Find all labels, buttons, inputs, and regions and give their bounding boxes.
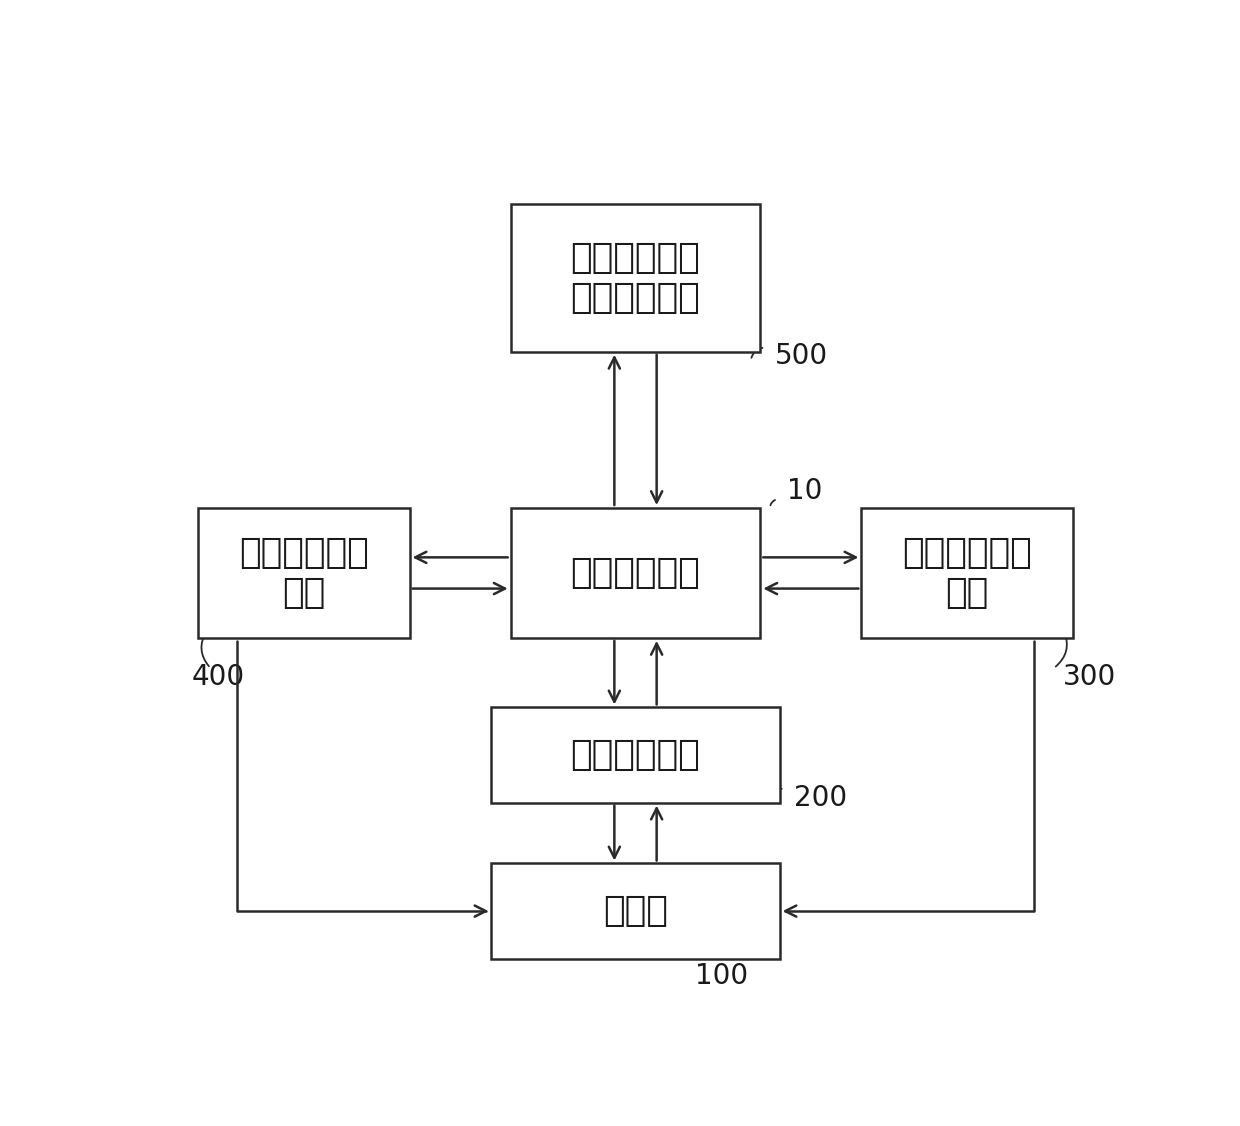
Text: 流量测试回路
结构: 流量测试回路 结构: [903, 536, 1032, 609]
Text: 液压控制装置: 液压控制装置: [570, 556, 701, 590]
Bar: [862, 508, 1073, 638]
Bar: [511, 508, 760, 638]
Text: 200: 200: [794, 785, 847, 812]
Text: 100: 100: [696, 962, 748, 990]
Text: 500: 500: [775, 342, 828, 370]
Bar: [511, 205, 760, 351]
Text: 压力流量双重
测试回路结构: 压力流量双重 测试回路结构: [570, 241, 701, 315]
Text: 供油油路结构: 供油油路结构: [570, 738, 701, 772]
Text: 300: 300: [1063, 663, 1116, 691]
Bar: [491, 864, 780, 959]
Text: 压力测试回路
结构: 压力测试回路 结构: [239, 536, 368, 609]
Bar: [198, 508, 409, 638]
Text: 10: 10: [787, 476, 822, 504]
Bar: [491, 707, 780, 803]
Text: 400: 400: [191, 663, 244, 691]
Text: 主油箱: 主油箱: [603, 894, 668, 928]
